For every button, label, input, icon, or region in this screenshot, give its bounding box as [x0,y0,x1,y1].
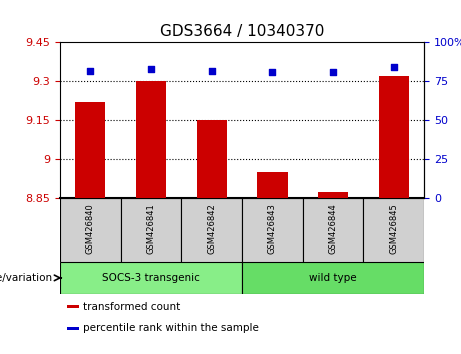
Bar [242,262,424,294]
Bar [181,198,242,262]
Text: GSM426845: GSM426845 [389,204,398,254]
Bar [121,198,181,262]
Point [329,69,337,75]
Bar [136,81,166,198]
Bar [60,262,242,294]
Bar [242,198,303,262]
Bar [363,198,424,262]
Point [148,66,155,72]
Point [390,64,397,70]
Text: genotype/variation: genotype/variation [0,273,53,283]
Text: GSM426841: GSM426841 [147,204,155,254]
Bar [318,192,348,198]
Text: GSM426842: GSM426842 [207,204,216,254]
Point [269,69,276,75]
Bar [67,327,79,330]
Text: GSM426844: GSM426844 [329,204,337,254]
Text: transformed count: transformed count [83,302,180,312]
Point [208,68,215,73]
Text: percentile rank within the sample: percentile rank within the sample [83,323,259,333]
Text: SOCS-3 transgenic: SOCS-3 transgenic [102,273,200,283]
Bar [75,102,106,198]
Text: GSM426840: GSM426840 [86,204,95,254]
Bar [67,305,79,308]
Bar [196,120,227,198]
Text: GSM426843: GSM426843 [268,204,277,254]
Bar [60,198,121,262]
Point [87,68,94,73]
Text: wild type: wild type [309,273,357,283]
Bar [303,198,363,262]
Bar [378,76,409,198]
Title: GDS3664 / 10340370: GDS3664 / 10340370 [160,23,324,39]
Bar [257,172,288,198]
